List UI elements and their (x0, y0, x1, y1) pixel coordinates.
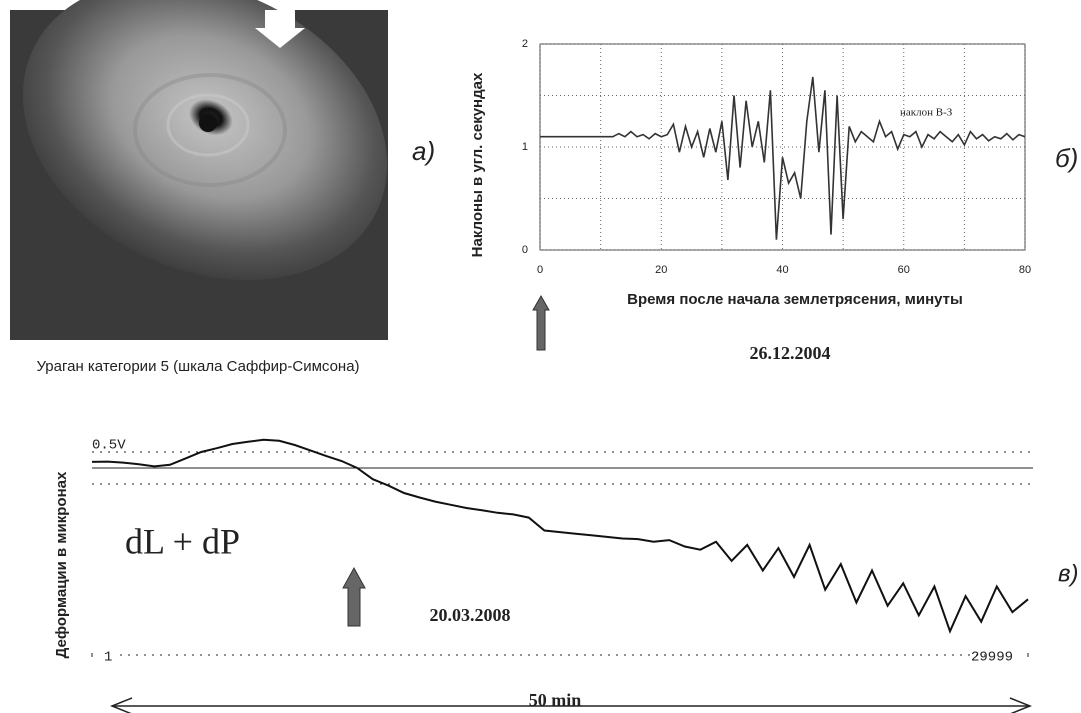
y-axis-label: Наклоны в угл. секундах (469, 72, 486, 257)
x-axis-label: Время после начала землетрясения, минуты (627, 291, 963, 308)
duration: 50 min (529, 690, 582, 710)
satellite-image (10, 0, 388, 340)
y-axis-label: Деформации в микронах (53, 471, 70, 658)
y-tick-label: 2 (522, 38, 528, 50)
panel-label: в) (1058, 560, 1079, 587)
x-tick-label: 80 (1019, 264, 1031, 276)
panel-label: б) (1055, 143, 1078, 173)
date: 26.12.2004 (750, 343, 831, 363)
image-caption: Ураган категории 5 (шкала Саффир-Симсона… (36, 358, 359, 375)
x-tick-label: 20 (655, 264, 667, 276)
data-line (540, 76, 1026, 240)
data-line (91, 438, 1029, 635)
x-tick-label: 29999 (971, 650, 1013, 666)
date: 20.03.2008 (430, 605, 511, 625)
y-tick-label: 0 (522, 244, 528, 256)
x-tick-label: 1 (104, 650, 112, 666)
x-tick-label: 60 (898, 264, 910, 276)
annotation: dL + dP (125, 521, 240, 561)
y-tick-label: 0.5V (92, 438, 126, 454)
x-tick-label: 40 (776, 264, 788, 276)
x-tick-label: 0 (537, 264, 543, 276)
arrow-v (342, 566, 366, 627)
annotation: наклон В-З (900, 107, 953, 119)
duration-arrow (109, 697, 1033, 713)
panel-label: а) (412, 136, 435, 166)
arrow-b (532, 294, 550, 351)
y-tick-label: 1 (522, 141, 528, 153)
